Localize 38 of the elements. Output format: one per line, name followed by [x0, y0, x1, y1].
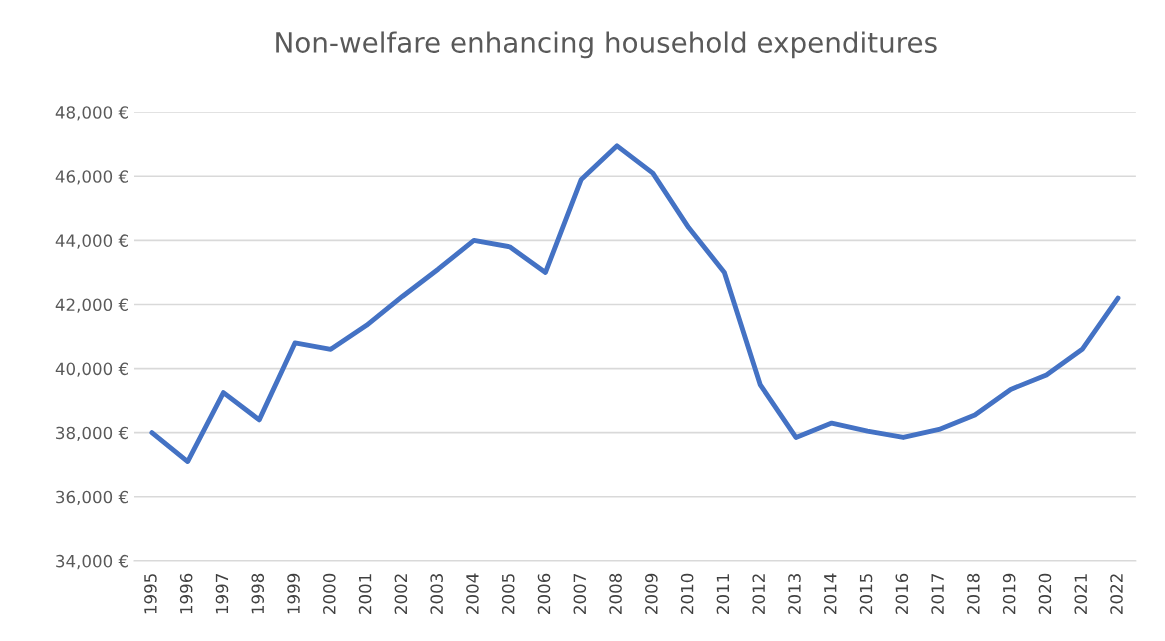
x-tick-label: 2021 [1074, 574, 1088, 614]
y-tick-label: 40,000 € [55, 362, 129, 377]
x-tick-label: 2000 [323, 573, 336, 614]
line-series [149, 143, 1121, 464]
y-tick-label: 48,000 € [55, 106, 129, 121]
x-tick-label: 2002 [394, 574, 408, 614]
x-tick-label: 1998 [251, 573, 265, 614]
x-tick-label: 2009 [645, 573, 658, 614]
y-tick-label: 36,000 € [56, 490, 129, 506]
x-tick-label: 2019 [1002, 573, 1016, 614]
x-tick-label: 2010 [680, 573, 694, 614]
y-tick-label: 42,000 € [55, 298, 129, 313]
y-tick-label: 44,000 € [55, 234, 129, 249]
x-tick-label: 2015 [859, 574, 873, 614]
x-tick-label: 2022 [1110, 574, 1123, 614]
x-tick-label: 2005 [501, 574, 515, 614]
y-tick-label: 34,000 € [56, 554, 129, 570]
x-tick-label: 2007 [573, 574, 587, 614]
chart-title: Non-welfare enhancing household expenditures [276, 31, 937, 59]
x-tick-label: 2008 [609, 573, 622, 614]
x-tick-label: 2003 [430, 574, 443, 614]
x-tick-label: 2004 [466, 573, 479, 614]
x-tick-label: 1996 [179, 573, 193, 614]
x-tick-label: 1995 [144, 574, 157, 614]
x-tick-label: 2001 [358, 574, 372, 614]
x-tick-label: 2018 [967, 573, 980, 614]
x-tick-label: 1999 [287, 573, 300, 614]
x-tick-label: 2014 [823, 573, 837, 614]
x-tick-label: 2006 [537, 573, 551, 614]
x-tick-label: 2016 [895, 573, 909, 614]
x-tick-label: 2011 [716, 574, 730, 614]
x-tick-label: 2012 [752, 574, 765, 614]
y-tick-label: 38,000 € [56, 426, 129, 441]
x-tick-label: 2013 [788, 574, 801, 614]
x-tick-label: 2017 [931, 574, 944, 614]
x-tick-label: 2020 [1038, 573, 1052, 614]
y-tick-label: 46,000 € [55, 170, 129, 185]
x-tick-label: 1997 [215, 574, 229, 614]
